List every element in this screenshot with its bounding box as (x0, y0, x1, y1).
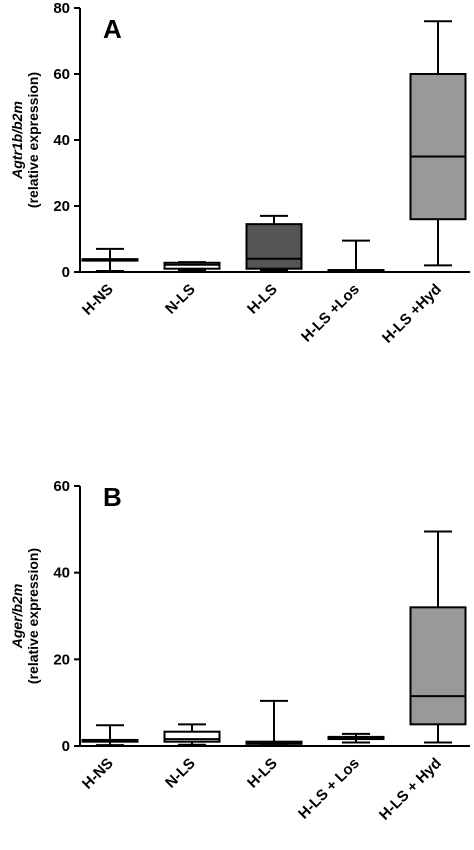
y-tick-label: 40 (53, 132, 70, 149)
y-tick-label: 40 (53, 565, 70, 582)
category-label: H-NS (79, 281, 117, 319)
box-body (409, 606, 467, 726)
box-2 (163, 261, 221, 272)
y-tick-label: 20 (53, 651, 70, 668)
box-3 (245, 699, 303, 747)
category-label: H-LS (244, 755, 281, 792)
box-5 (409, 20, 467, 267)
box-body (245, 223, 303, 270)
category-label: H-NS (79, 755, 117, 793)
y-tick-label: 0 (62, 264, 70, 281)
category-label: N-LS (162, 281, 199, 318)
box-3 (245, 214, 303, 272)
box-5 (409, 530, 467, 744)
category-label: H-LS + Los (295, 755, 363, 823)
panel-a: A 0 20 40 60 80 Agtr1b/b2m (relative expression… (9, 0, 470, 347)
category-label: H-LS +Los (298, 281, 363, 346)
panel-b: B 0 20 40 60 Ager/b2m (relative expression) H-N… (9, 478, 470, 824)
box-2 (163, 723, 221, 746)
category-label: H-LS +Hyd (379, 281, 445, 347)
panel-letter: B (103, 482, 122, 512)
panel-letter: A (103, 14, 122, 44)
y-tick-label: 80 (53, 0, 70, 17)
y-axis-title-units: (relative expression) (25, 72, 41, 208)
category-label: N-LS (162, 755, 199, 792)
box-1 (81, 247, 139, 273)
box-4 (327, 732, 385, 744)
box-1 (81, 724, 139, 747)
y-tick-label: 20 (53, 198, 70, 215)
box-4 (327, 239, 385, 273)
y-tick-label: 60 (53, 66, 70, 83)
category-label: H-LS (244, 281, 281, 318)
box-body (409, 73, 467, 221)
y-axis-title-gene: Agtr1b/b2m (9, 101, 25, 180)
box-body (163, 730, 221, 743)
y-axis-title-units: (relative expression) (25, 548, 41, 684)
y-tick-label: 60 (53, 478, 70, 495)
y-axis-title-gene: Ager/b2m (9, 584, 25, 650)
category-label: H-LS + Hyd (376, 755, 445, 824)
y-tick-label: 0 (62, 738, 70, 755)
